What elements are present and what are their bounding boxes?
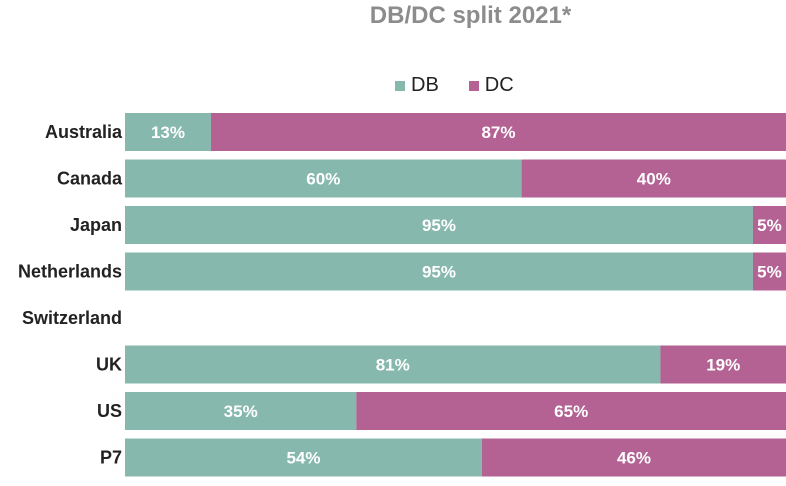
bar-segment-dc — [752, 206, 786, 244]
legend-label-db: DB — [411, 74, 439, 96]
bar-segment-dc — [752, 252, 786, 291]
category-label: Canada — [57, 169, 123, 189]
chart-title: DB/DC split 2021* — [369, 2, 572, 29]
category-label: US — [97, 401, 122, 421]
data-label: 54% — [286, 449, 320, 468]
bar-segment-dc — [521, 159, 786, 198]
data-label: 13% — [151, 123, 185, 142]
category-label: Switzerland — [22, 308, 122, 328]
category-label: Netherlands — [18, 262, 122, 282]
category-label: Australia — [45, 122, 123, 142]
legend-swatch-dc — [468, 80, 479, 91]
data-label: 5% — [757, 263, 782, 282]
data-label: 60% — [306, 170, 340, 189]
bar-segment-dc — [210, 113, 786, 151]
legend-item-db: DB — [395, 74, 439, 97]
bar-segment-db — [125, 206, 753, 244]
bar-segment-dc — [660, 345, 786, 384]
category-label: UK — [96, 355, 122, 375]
data-label: 46% — [617, 449, 651, 468]
bar-segment-db — [125, 392, 357, 430]
data-label: 95% — [422, 263, 456, 282]
bar-segment-db — [125, 345, 661, 384]
bar-segment-dc — [481, 438, 786, 477]
legend-swatch-db — [395, 80, 405, 91]
bar-segment-db — [125, 252, 753, 291]
legend-label-dc: DC — [484, 74, 514, 96]
category-label: P7 — [100, 448, 122, 468]
bar-segment-db — [125, 159, 522, 198]
data-label: 81% — [376, 356, 410, 375]
data-label: 87% — [481, 123, 515, 142]
data-label: 95% — [422, 216, 456, 235]
data-label: 19% — [706, 356, 740, 375]
legend: DB DC — [395, 74, 544, 97]
data-label: 40% — [637, 170, 671, 189]
data-label: 5% — [757, 216, 782, 235]
data-label: 35% — [224, 402, 258, 421]
bar-segment-db — [125, 113, 211, 151]
data-label: 65% — [554, 402, 588, 421]
bar-segment-dc — [356, 392, 786, 430]
legend-item-dc: DC — [468, 74, 514, 97]
category-label: Japan — [70, 215, 122, 235]
bar-segment-db — [125, 438, 482, 477]
